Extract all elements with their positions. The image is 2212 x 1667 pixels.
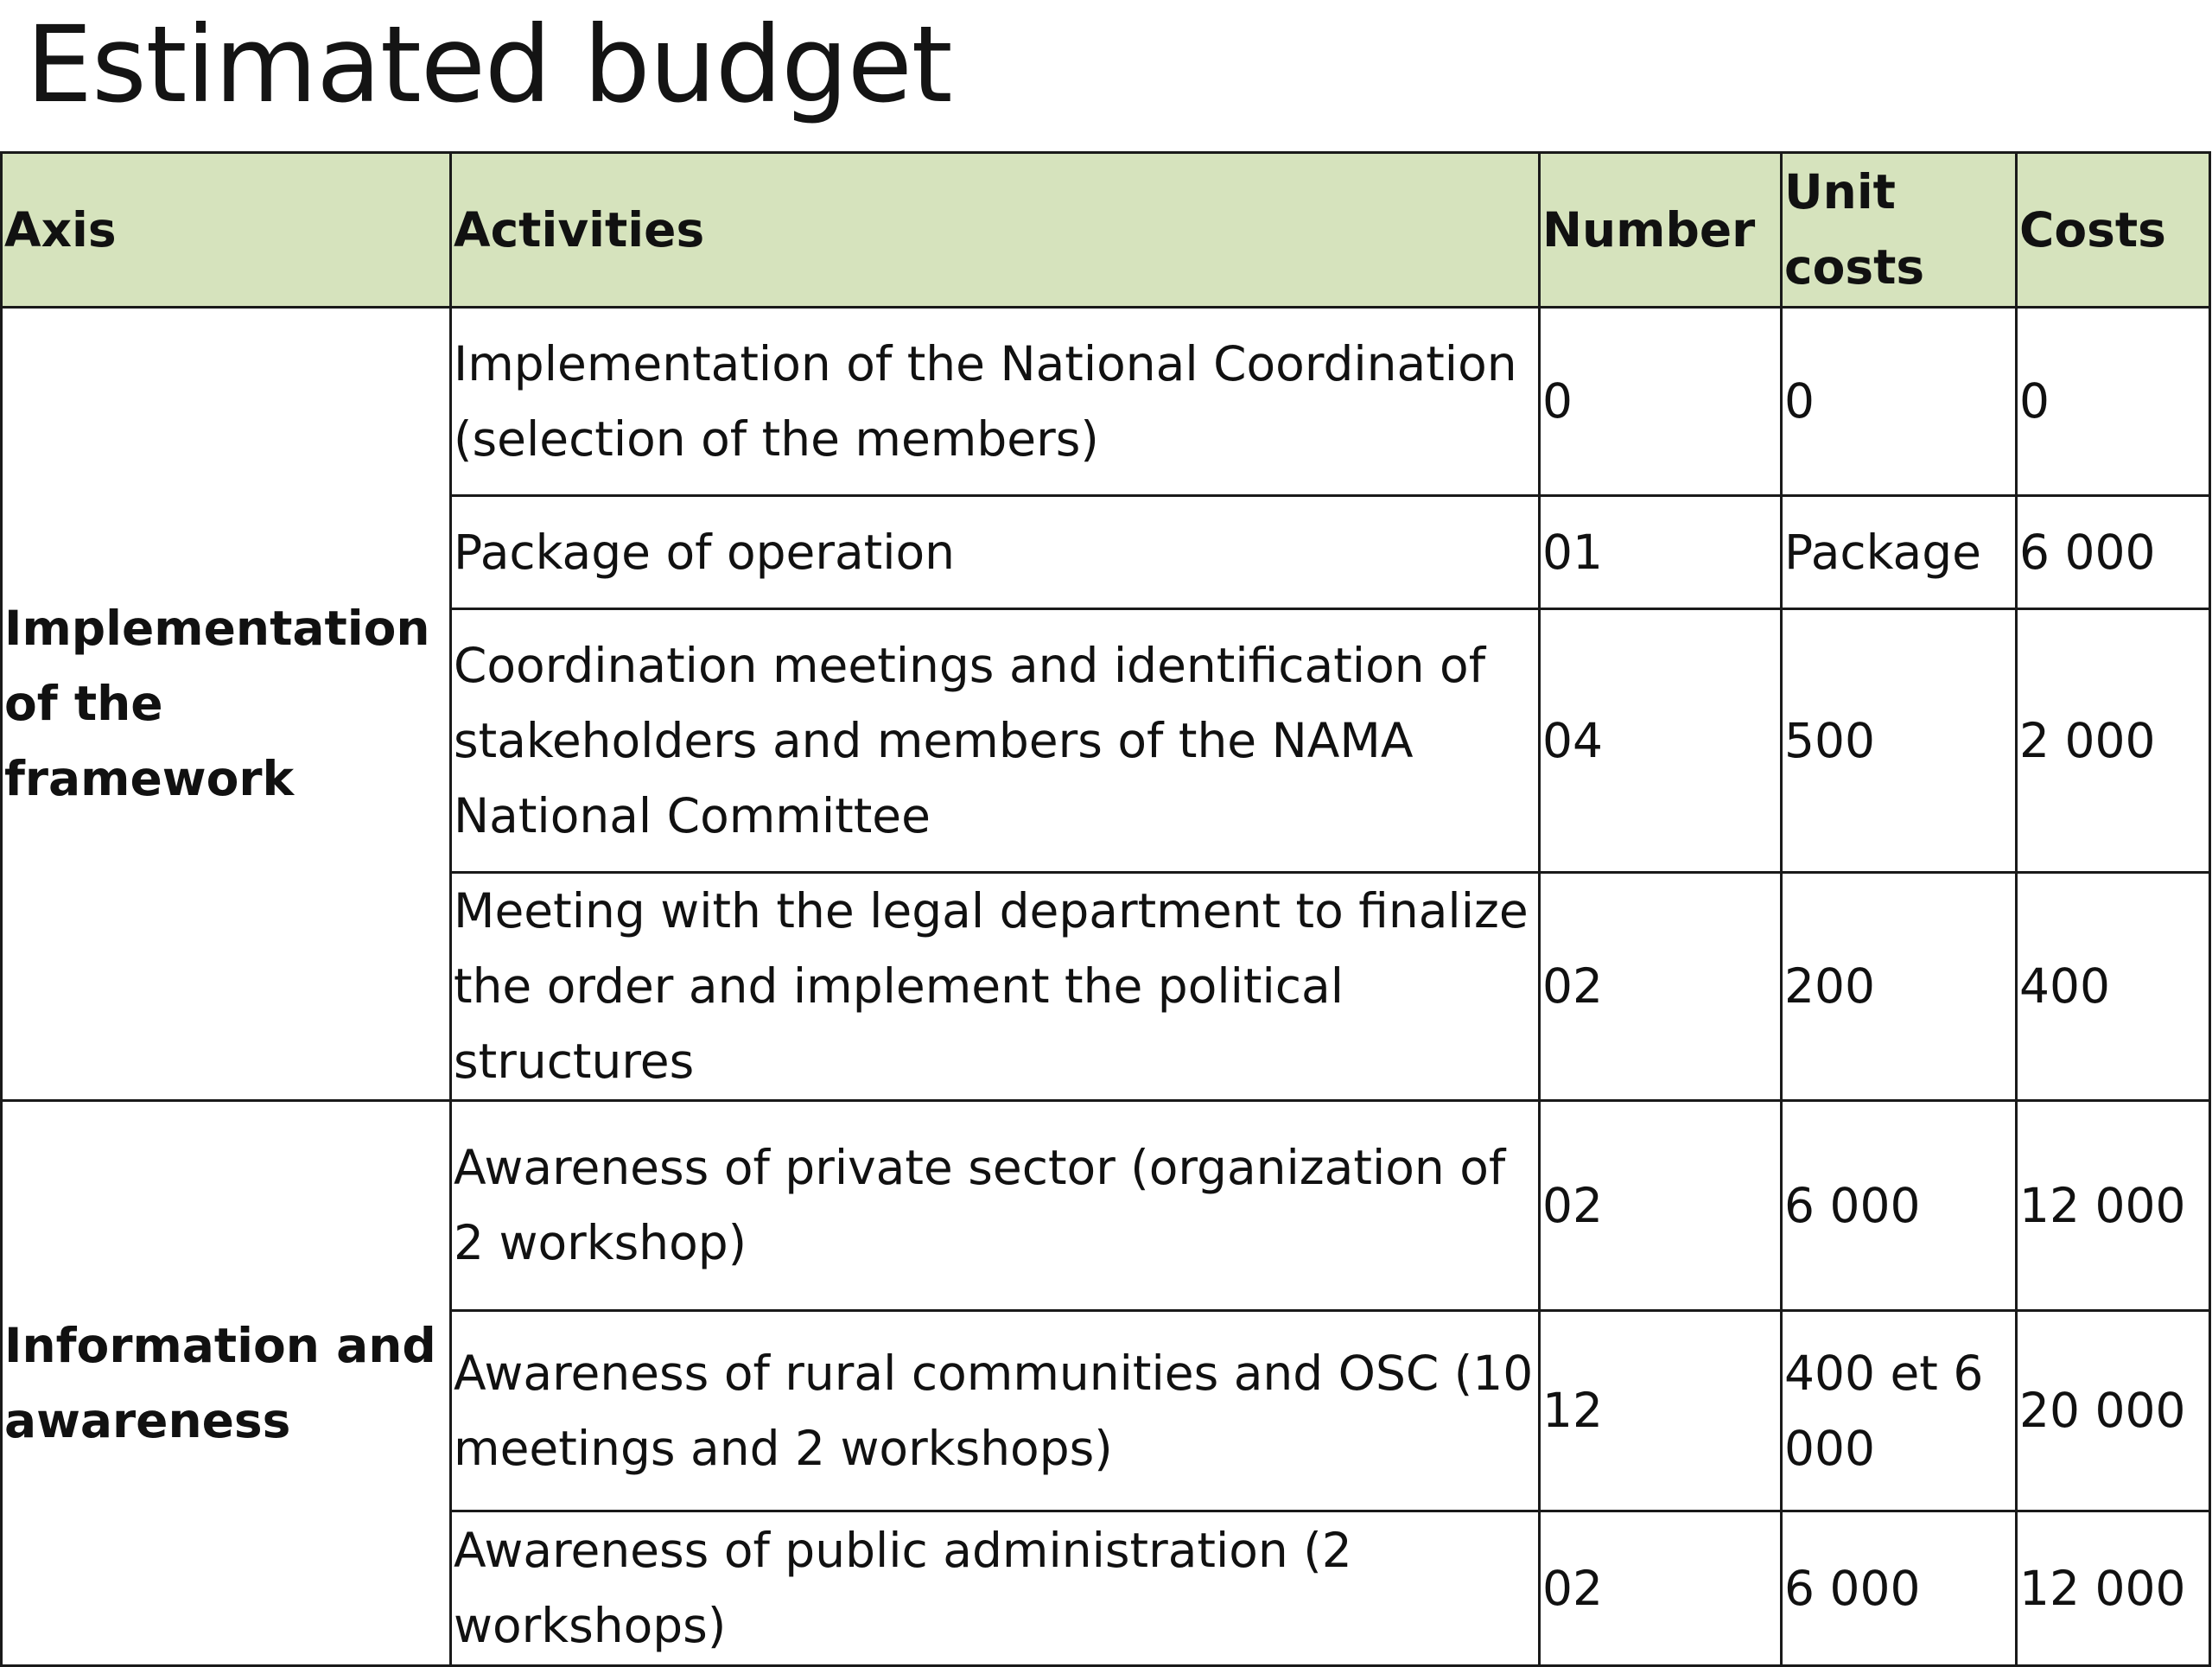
activity-cell: Meeting with the legal department to fin… [449,871,1541,1102]
costs-cell: 12 000 [2015,1099,2211,1312]
costs-cell: 20 000 [2015,1309,2211,1512]
unit-costs-cell: 500 [1780,608,2018,874]
number-cell: 01 [1538,494,1783,610]
budget-table: Axis Activities Number Unit costs Costs … [0,151,2211,1667]
number-cell: 02 [1538,871,1783,1102]
costs-cell: 12 000 [2015,1510,2211,1667]
header-number: Number [1538,151,1783,309]
unit-costs-cell: 400 et 6 000 [1780,1309,2018,1512]
number-cell: 12 [1538,1309,1783,1512]
activity-cell: Implementation of the National Coordinat… [449,306,1541,497]
activity-cell: Awareness of rural communities and OSC (… [449,1309,1541,1512]
table-row: Awareness of public administration (2 wo… [2,1510,2211,1667]
unit-costs-cell: 6 000 [1780,1099,2018,1312]
table-row: Awareness of rural communities and OSC (… [2,1309,2211,1512]
costs-cell: 0 [2015,306,2211,497]
axis-cell-information: Information and awareness [0,1099,452,1667]
header-activities: Activities [449,151,1541,309]
table-header-row: Axis Activities Number Unit costs Costs [0,151,2211,309]
number-cell: 04 [1538,608,1783,874]
table-row: Implementation of the framework Implemen… [0,306,2211,1102]
unit-costs-cell: Package [1780,494,2018,610]
header-unit-costs: Unit costs [1780,151,2018,309]
unit-costs-cell: 200 [1780,871,2018,1102]
costs-cell: 6 000 [2015,494,2211,610]
activity-cell: Awareness of public administration (2 wo… [449,1510,1541,1667]
costs-cell: 2 000 [2015,608,2211,874]
table-row: Package of operation 01 Package 6 000 [2,494,2211,610]
unit-costs-cell: 6 000 [1780,1510,2018,1667]
table-row: Coordination meetings and identification… [2,608,2211,874]
table-row: Meeting with the legal department to fin… [2,871,2211,1102]
axis-cell-implementation: Implementation of the framework [0,306,452,1102]
number-cell: 02 [1538,1099,1783,1312]
unit-costs-cell: 0 [1780,306,2018,497]
activity-cell: Package of operation [449,494,1541,610]
costs-cell: 400 [2015,871,2211,1102]
activity-cell: Awareness of private sector (organizatio… [449,1099,1541,1312]
number-cell: 0 [1538,306,1783,497]
activity-cell: Coordination meetings and identification… [449,608,1541,874]
header-axis: Axis [0,151,452,309]
page-title: Estimated budget [26,3,953,126]
header-costs: Costs [2015,151,2211,309]
number-cell: 02 [1538,1510,1783,1667]
table-row: Information and awareness Awareness of p… [0,1099,2211,1667]
